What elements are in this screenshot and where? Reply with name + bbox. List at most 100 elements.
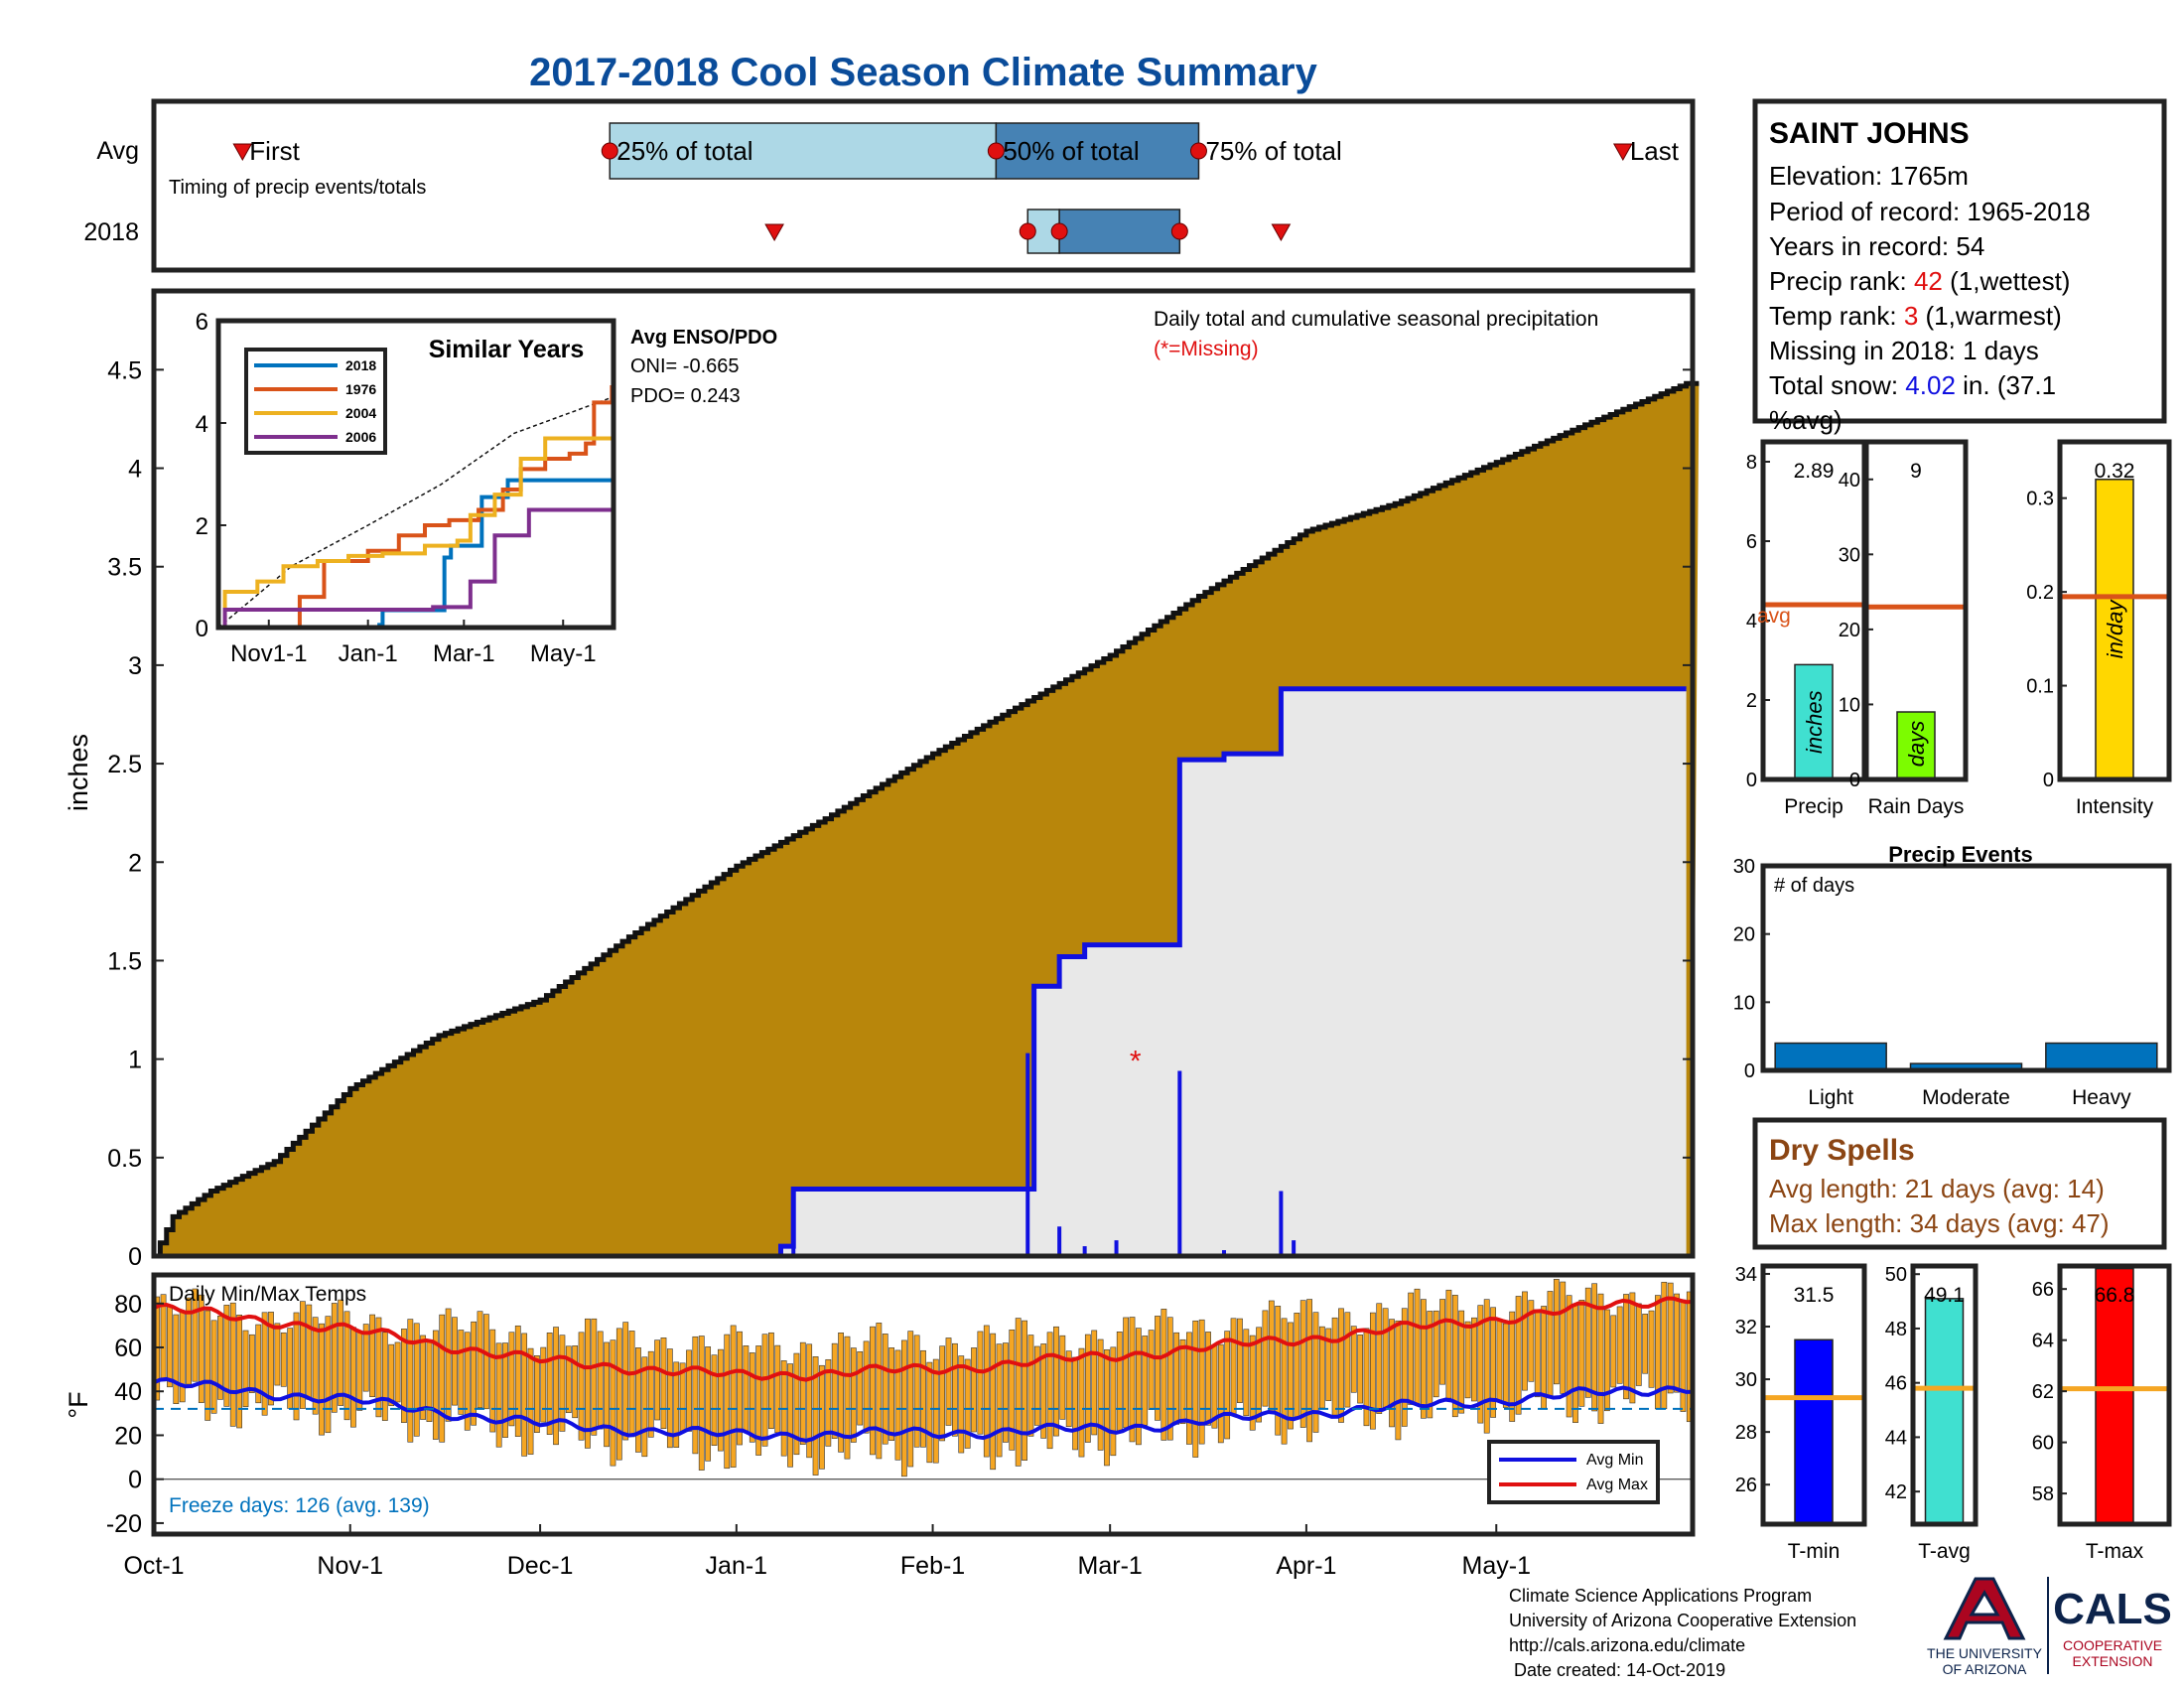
- daily-temp-bar: [844, 1336, 851, 1460]
- daily-temp-bar: [996, 1343, 1003, 1458]
- daily-temp-bar: [186, 1297, 192, 1385]
- daily-temp-bar: [375, 1317, 382, 1418]
- daily-temp-bar: [799, 1341, 806, 1445]
- daily-temp-bar: [343, 1311, 350, 1421]
- daily-temp-bar: [1166, 1317, 1173, 1441]
- daily-temp-bar: [1408, 1292, 1415, 1405]
- daily-temp-bar: [1515, 1296, 1522, 1415]
- daily-temp-bar: [939, 1345, 946, 1442]
- daily-temp-bar: [819, 1364, 825, 1470]
- tmin_bar-frame: [1760, 1263, 1867, 1527]
- daily-temp-bar: [210, 1320, 217, 1414]
- main-precip-frame: [151, 288, 1696, 1259]
- main-precip-ylabel: inches: [64, 734, 93, 811]
- daily-temp-bar: [1382, 1308, 1389, 1410]
- daily-temp-bar: [920, 1349, 926, 1448]
- daily-temp-bar: [1623, 1294, 1629, 1400]
- tmin_bar-xlabel: T-min: [1788, 1540, 1841, 1563]
- main-precip-ytick-label: 3.5: [107, 554, 142, 582]
- main-precip-ytick-label: 1: [128, 1047, 142, 1074]
- temps-ytick-label: 40: [114, 1378, 142, 1406]
- similar-years-ytick-label: 4: [196, 411, 208, 438]
- precip_bar-xlabel: Precip: [1784, 795, 1843, 818]
- timing-avg-iqr-low: [609, 122, 998, 180]
- raindays_bar-panel: 0 10 20 30 40 9 Rain Days days: [1839, 439, 1969, 818]
- similar-years-xtick-label: Jan-1: [339, 640, 398, 667]
- daily-temp-bar: [319, 1323, 325, 1436]
- daily-temp-bar: [1142, 1336, 1149, 1426]
- daily-temp-bar: [1667, 1282, 1674, 1394]
- daily-temp-bar: [1547, 1291, 1554, 1399]
- daily-temp-bar: [1091, 1330, 1098, 1436]
- daily-temp-bar: [1363, 1328, 1370, 1427]
- precip-events-ylabel: # of days: [1774, 875, 1854, 897]
- daily-temp-bar: [534, 1355, 540, 1433]
- daily-temp-bar: [394, 1341, 401, 1403]
- station-missing: Missing in 2018: 1 days: [1769, 336, 2039, 365]
- tmax_bar-ytick-label: 58: [2032, 1483, 2054, 1505]
- temps-xtick-label: Dec-1: [507, 1552, 574, 1580]
- daily-temp-bar: [489, 1329, 496, 1433]
- daily-temp-bar: [388, 1343, 395, 1407]
- tavg_bar-ytick-label: 48: [1885, 1319, 1907, 1340]
- daily-temp-bar: [1123, 1317, 1130, 1429]
- daily-temp-bar: [280, 1332, 287, 1387]
- daily-temp-bar: [306, 1304, 313, 1400]
- daily-temp-bar: [793, 1352, 800, 1456]
- daily-temp-bar: [768, 1332, 774, 1430]
- daily-temp-bar: [1084, 1334, 1091, 1443]
- tmax_bar-value-bar: [2095, 1267, 2134, 1525]
- daily-temp-bar: [1072, 1356, 1078, 1451]
- daily-temp-bar: [1135, 1328, 1142, 1446]
- daily-temp-bar: [882, 1334, 888, 1445]
- daily-temp-bar: [730, 1325, 737, 1468]
- precip-events-xlabel: Light: [1808, 1086, 1853, 1109]
- daily-temp-bar: [1350, 1326, 1357, 1393]
- main-precip-ytick-label: 2: [128, 849, 142, 877]
- temps-frame: [151, 1272, 1696, 1537]
- precip-events-ytick-label: 30: [1733, 856, 1755, 878]
- daily-temp-bar: [1458, 1310, 1465, 1414]
- daily-temp-bar: [1027, 1335, 1034, 1437]
- daily-temp-bar: [1116, 1332, 1123, 1433]
- daily-temp-bar: [1674, 1293, 1680, 1393]
- daily-temp-bar: [926, 1361, 933, 1464]
- daily-temp-bar: [1262, 1310, 1269, 1407]
- temperature-chart: -20 0 20 40 60 80 Oct-1 Nov-1 Dec-1 Jan-1 Feb-1 Mar…: [106, 1272, 1696, 1580]
- station-years: Years in record: 54: [1769, 231, 1984, 261]
- daily-temp-bar: [1046, 1332, 1053, 1450]
- raindays_bar-value-label: 9: [1910, 460, 1922, 483]
- daily-temp-bar: [1281, 1318, 1288, 1445]
- daily-temp-bar: [527, 1347, 534, 1455]
- main-precip-ytick-label: 4: [128, 456, 142, 484]
- precip-events-frame: [1760, 863, 2172, 1073]
- precip-events-bar-heavy: [2045, 1042, 2158, 1071]
- tmin_bar-panel: 26 28 30 32 34 31.5 T-min: [1735, 1263, 1867, 1563]
- daily-temp-bar: [1217, 1343, 1224, 1444]
- daily-temp-bar: [1496, 1320, 1503, 1402]
- daily-temp-bar: [1003, 1342, 1009, 1443]
- daily-temp-bar: [1344, 1312, 1351, 1408]
- intensity_bar-frame: [2057, 439, 2172, 782]
- daily-temp-bar: [229, 1302, 236, 1427]
- tmax_bar-ytick-label: 66: [2032, 1279, 2054, 1301]
- daily-temp-bar: [160, 1294, 167, 1382]
- daily-temp-bar: [1483, 1299, 1490, 1434]
- daily-temp-bar: [1268, 1300, 1275, 1413]
- footer-line-3: http://cals.arizona.edu/climate: [1509, 1635, 1745, 1655]
- precip-events-ytick-label: 10: [1733, 992, 1755, 1014]
- tmin_bar-value-label: 31.5: [1794, 1284, 1835, 1307]
- daily-temp-bar: [261, 1312, 268, 1416]
- tmax_bar-panel: 58 60 62 64 66 66.8 T-max: [2032, 1263, 2172, 1563]
- daily-temp-bar: [274, 1323, 281, 1386]
- daily-temp-bar: [774, 1344, 781, 1434]
- cals-logo-line-2: EXTENSION: [2073, 1653, 2153, 1669]
- daily-temp-bar: [173, 1314, 180, 1404]
- raindays_bar-unit-label: days: [1904, 721, 1929, 767]
- temps-xtick-label: Jan-1: [706, 1552, 768, 1580]
- daily-temp-bar: [482, 1314, 489, 1410]
- block-a-icon: [1943, 1577, 2026, 1640]
- temps-legend-label: Avg Max: [1586, 1477, 1648, 1493]
- daily-temp-bar: [1389, 1319, 1395, 1428]
- daily-temp-bar: [338, 1299, 344, 1406]
